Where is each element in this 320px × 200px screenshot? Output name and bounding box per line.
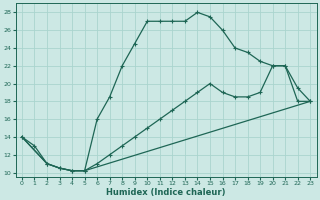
X-axis label: Humidex (Indice chaleur): Humidex (Indice chaleur) <box>106 188 226 197</box>
